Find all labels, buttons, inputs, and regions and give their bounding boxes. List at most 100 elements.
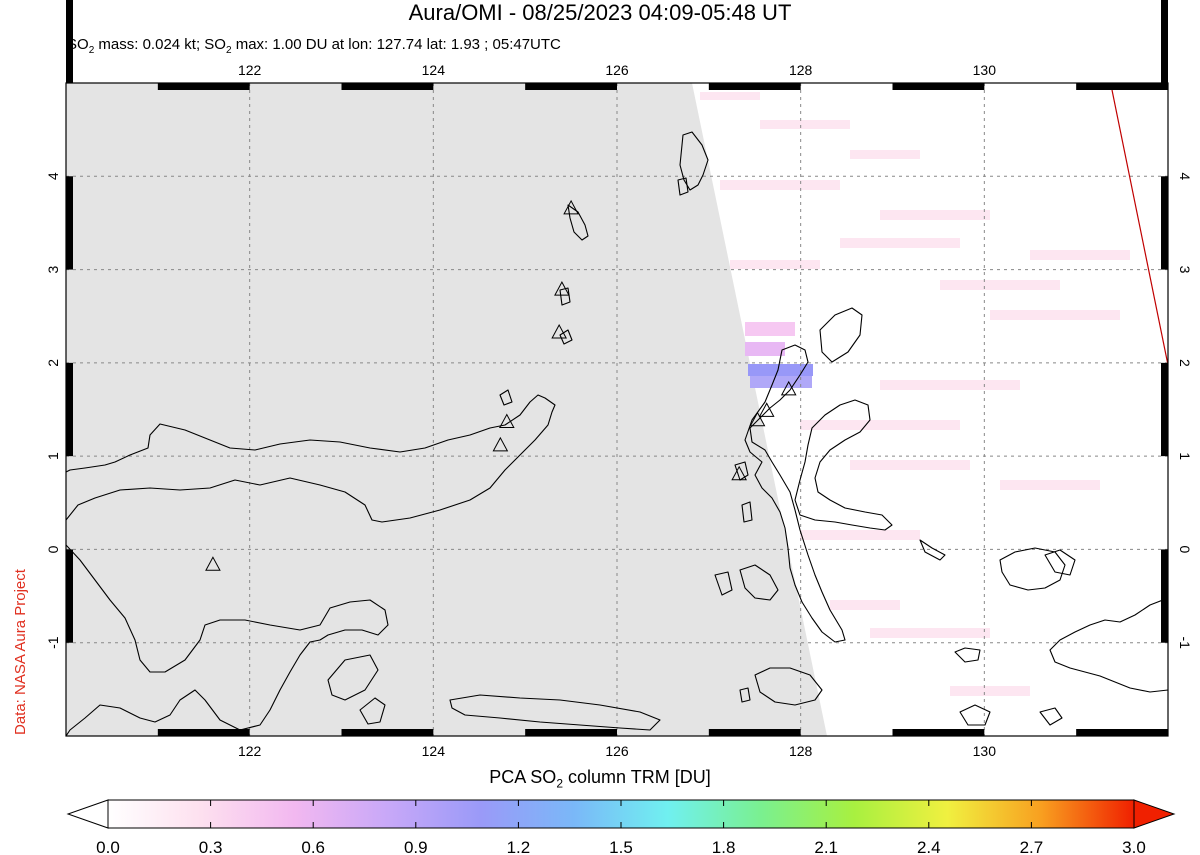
so2-streak: [720, 180, 840, 190]
colorbar-high-arrow: [1133, 799, 1176, 829]
so2-streak: [840, 238, 960, 248]
lon-tick-label-bottom: 122: [238, 743, 262, 759]
frame-bar-right: [1161, 0, 1168, 83]
colorbar-tick-label: 2.4: [917, 838, 941, 855]
coastline-small-island: [677, 177, 689, 196]
colorbar-tick-label: 0.9: [404, 838, 428, 855]
so2-plume: [745, 322, 813, 388]
frame-bar-left: [66, 362, 73, 457]
frame-bar-bottom: [892, 729, 985, 736]
volcano-markers: [205, 199, 797, 571]
volcano-marker: [205, 556, 221, 571]
map-frame-bars: [66, 0, 1168, 736]
lat-tick-label-right: 4: [1177, 172, 1193, 180]
coastline-ternate: [734, 461, 749, 481]
colorbar-ticks: 0.0 0.3 0.6 0.9 1.2 1.5 1.8 2.1 2.4 2.7 3.0: [96, 800, 1146, 855]
lat-tick-label-right: 1: [1177, 452, 1193, 460]
lat-tick-label-right: 0: [1177, 546, 1193, 554]
lon-tick-label-bottom: 126: [605, 743, 629, 759]
map-content: [66, 83, 1168, 736]
so2-plume-cell: [745, 342, 785, 356]
coastline-sulawesi: [66, 394, 556, 523]
frame-bar-top: [708, 83, 801, 90]
coastline-misool: [954, 647, 981, 663]
coastline-sula: [449, 694, 661, 731]
lon-tick-label-top: 126: [605, 62, 629, 78]
frame-bar-top: [1076, 83, 1168, 90]
subtitle-middle: mass: 0.024 kt; SO: [94, 36, 226, 53]
frame-bar-bottom: [1076, 729, 1168, 736]
so2-streak: [850, 460, 970, 470]
lon-tick-label-top: 130: [973, 62, 997, 78]
frame-bar-bottom: [708, 729, 801, 736]
so2-streak: [730, 260, 820, 269]
lat-tick-label-left: 0: [45, 545, 61, 553]
so2-streak: [850, 150, 920, 159]
so2-streak: [800, 530, 920, 540]
lon-labels-top: 122 124 126 128 130: [238, 62, 996, 78]
subtitle-subscript-1: 2: [88, 45, 95, 56]
lat-labels-right: 4 3 2 1 0 -1: [1177, 172, 1193, 649]
coastline-morotai: [819, 307, 863, 363]
colorbar-tick-label: 1.2: [507, 838, 531, 855]
frame-bar-top: [157, 83, 250, 90]
frame-bar-top: [525, 83, 617, 90]
coastline-small-island: [327, 654, 379, 701]
map-grid: [66, 83, 1168, 736]
so2-plume-cell: [750, 376, 812, 388]
lat-tick-label-left: 4: [45, 172, 61, 180]
so2-streak: [830, 600, 900, 610]
coastline-small-island: [1044, 549, 1076, 576]
so2-streak: [700, 92, 760, 100]
coastline-small-island: [559, 329, 573, 345]
frame-bar-left: [66, 549, 73, 643]
volcano-marker: [749, 411, 766, 427]
lat-tick-label-left: 1: [45, 452, 61, 460]
so2-streak: [880, 210, 990, 220]
volcano-marker: [551, 323, 567, 339]
frame-bar-top: [892, 83, 985, 90]
colorbar-tick-label: 0.0: [96, 838, 120, 855]
lat-tick-label-right: 2: [1177, 359, 1193, 367]
coastline-bacan: [739, 564, 779, 601]
lon-labels-bottom: 122 124 126 128 130: [238, 743, 996, 759]
coastline-small-island: [499, 389, 513, 406]
coastline-waigeo: [999, 547, 1066, 591]
so2-streak: [760, 120, 850, 129]
coastline-new-guinea: [1049, 597, 1168, 693]
volcano-marker: [731, 465, 747, 481]
frame-bar-right: [1161, 549, 1168, 643]
colorbar-title: PCA SO2 column TRM [DU]: [0, 766, 1200, 795]
colorbar-low-arrow: [66, 799, 109, 829]
coastline-small-island: [359, 697, 386, 725]
coastline-small-island: [959, 704, 991, 726]
colorbar-tick-label: 1.5: [609, 838, 633, 855]
frame-bar-right: [1161, 362, 1168, 457]
so2-streak: [1000, 480, 1100, 490]
coastline-sangihe: [567, 204, 589, 241]
lat-labels-left: 4 3 2 1 0 -1: [45, 172, 61, 649]
so2-streak: [1030, 250, 1130, 260]
coastline-small-island: [1039, 707, 1063, 726]
coastlines: [66, 131, 1168, 736]
coastline-obi: [754, 667, 823, 706]
lon-tick-label-top: 124: [422, 62, 446, 78]
map-subtitle: SO2 mass: 0.024 kt; SO2 max: 1.00 DU at …: [67, 36, 561, 60]
so2-streak: [950, 686, 1030, 696]
lon-tick-label-top: 122: [238, 62, 262, 78]
coastline-sulawesi-south: [66, 544, 389, 736]
coastline-halmahera-east: [794, 399, 893, 531]
volcano-marker: [554, 281, 570, 296]
colorbar-tick-label: 2.7: [1020, 838, 1044, 855]
colorbar-tick-label: 1.8: [712, 838, 736, 855]
volcano-marker: [758, 402, 775, 417]
colorbar-tick-label: 3.0: [1122, 838, 1146, 855]
volcano-marker: [492, 436, 509, 452]
colorbar-title-suffix: column TRM [DU]: [563, 767, 711, 787]
so2-streak: [940, 280, 1060, 290]
frame-bar-bottom: [525, 729, 617, 736]
coastline-gebe: [919, 539, 946, 561]
lon-tick-label-bottom: 124: [422, 743, 446, 759]
colorbar-title-prefix: PCA SO: [489, 767, 557, 787]
